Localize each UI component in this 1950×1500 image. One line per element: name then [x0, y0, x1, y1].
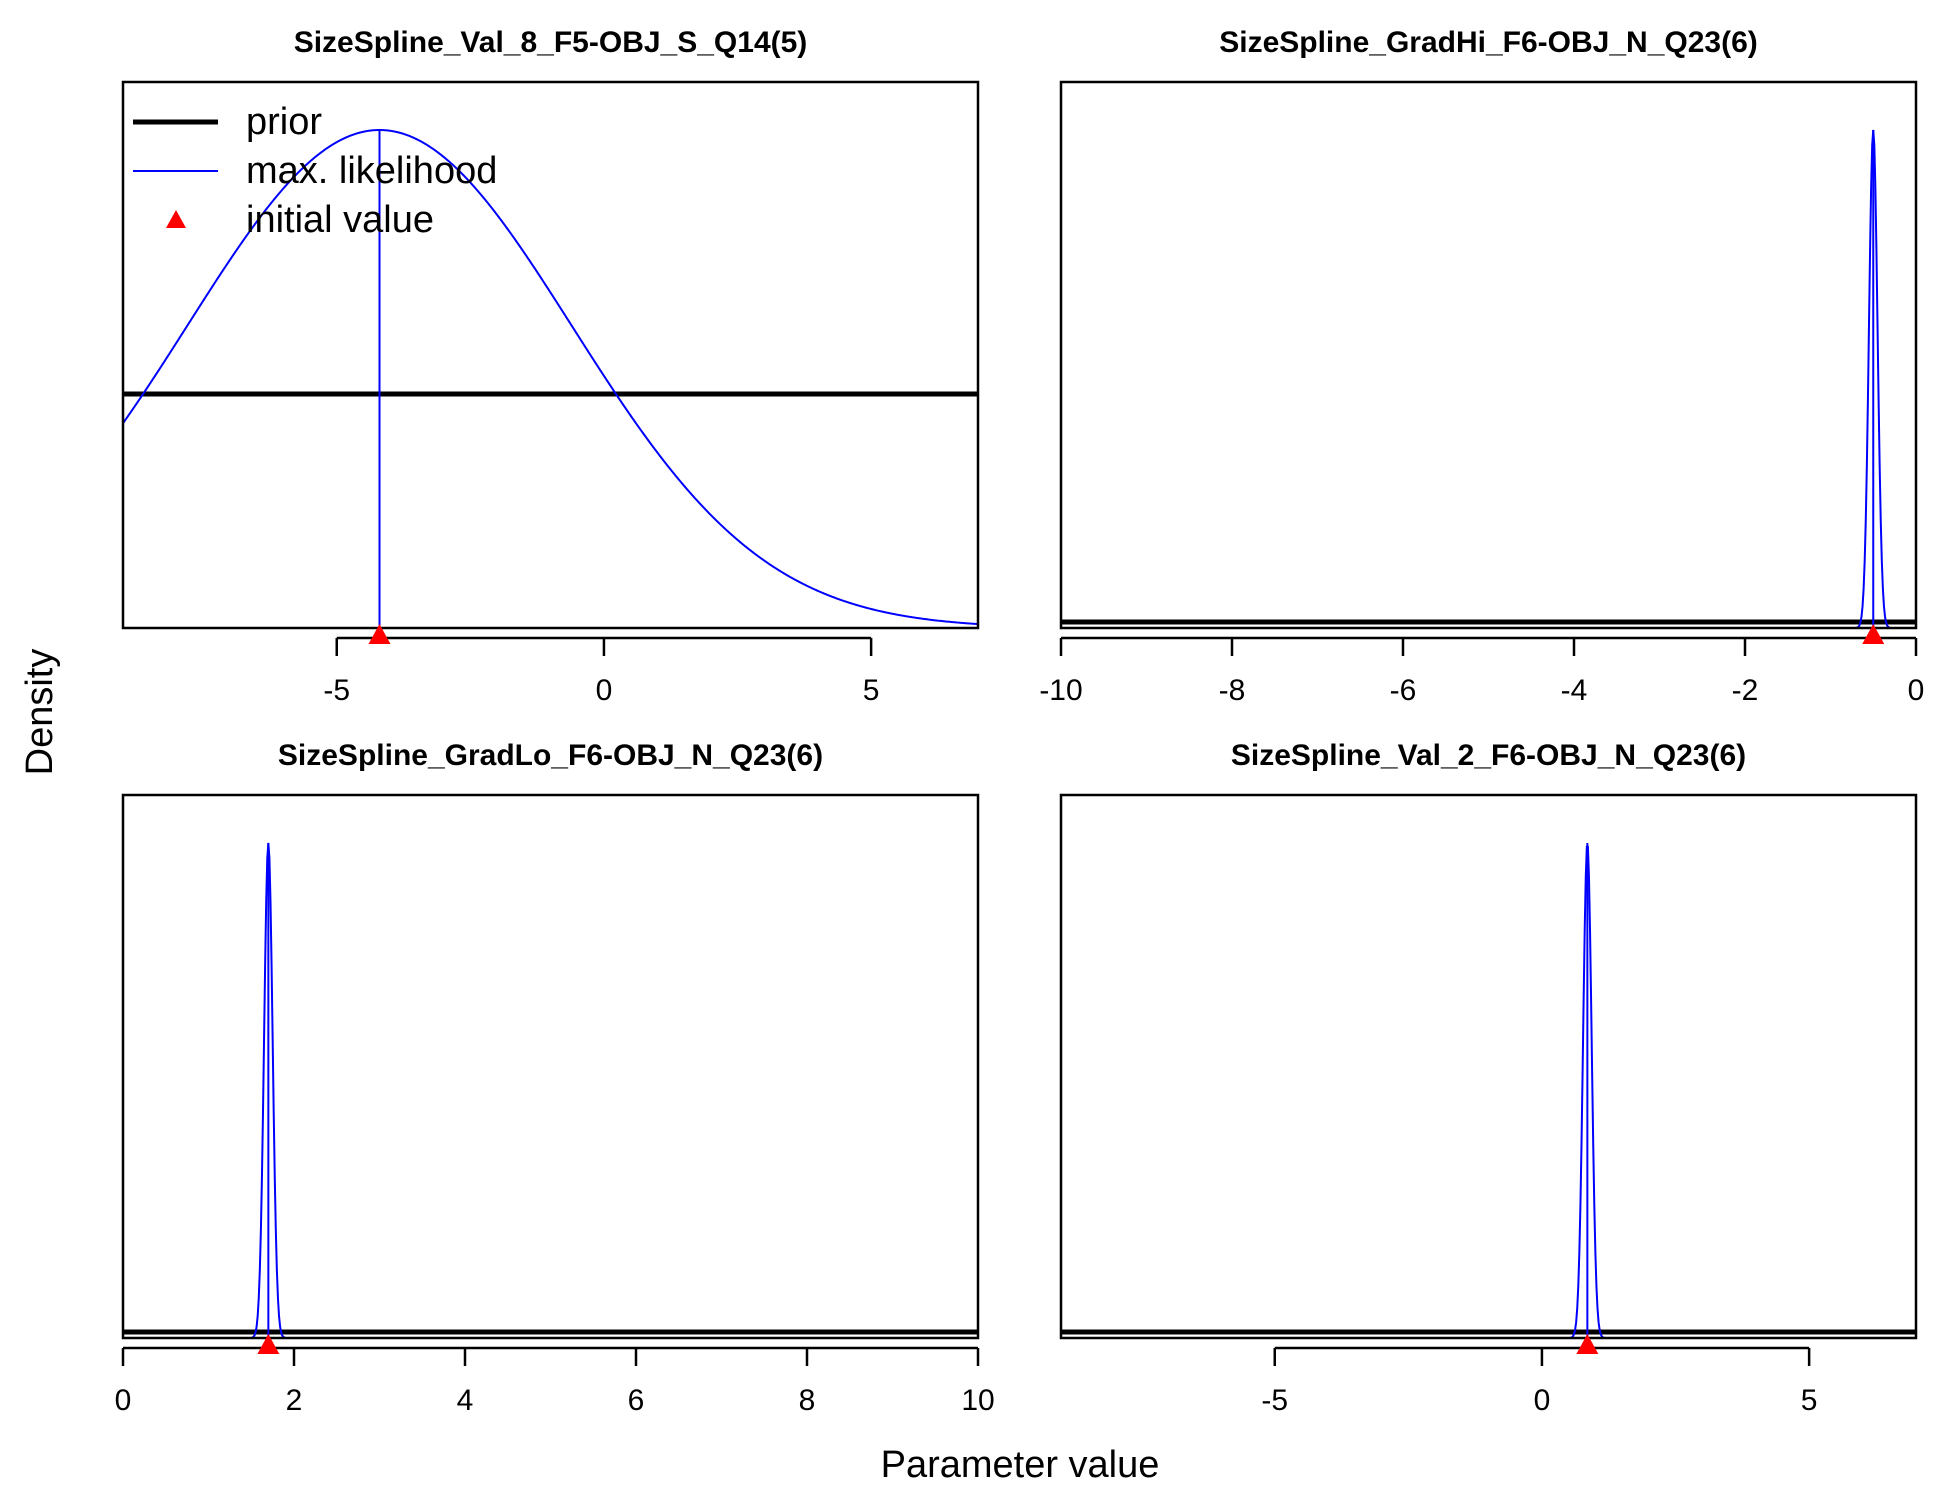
panels-group: SizeSpline_Val_8_F5-OBJ_S_Q14(5) -5 0 5 prio…: [115, 26, 1925, 1417]
plot-area: [1061, 129, 1916, 628]
legend-initial-swatch: [166, 210, 186, 228]
initial-value-marker: [368, 624, 391, 644]
x-tick-label: 4: [457, 1384, 474, 1417]
plot-area: [1061, 843, 1916, 1338]
panel-title: SizeSpline_Val_2_F6-OBJ_N_Q23(6): [1231, 739, 1746, 772]
x-tick-label: 6: [628, 1384, 645, 1417]
likelihood-curve: [1061, 129, 1916, 628]
x-tick-label: 0: [596, 674, 613, 707]
x-tick-label: 0: [1534, 1384, 1551, 1417]
x-tick-label: 5: [1801, 1384, 1818, 1417]
x-axis-label: Parameter value: [881, 1444, 1160, 1486]
plot-frame: [1059, 793, 1918, 1340]
panel-1: SizeSpline_Val_8_F5-OBJ_S_Q14(5) -5 0 5 prio…: [121, 26, 980, 707]
x-tick-label: -2: [1732, 674, 1759, 707]
plot-area: [123, 128, 978, 628]
initial-value-marker: [257, 1334, 280, 1354]
panel-title: SizeSpline_GradLo_F6-OBJ_N_Q23(6): [278, 739, 823, 772]
x-tick-label: 0: [115, 1384, 132, 1417]
plot-frame: [1059, 80, 1918, 630]
initial-value-marker: [1862, 624, 1885, 644]
likelihood-curve: [123, 842, 978, 1338]
plot-area: [123, 842, 978, 1338]
x-tick-label: 2: [286, 1384, 303, 1417]
x-tick-label: 8: [799, 1384, 816, 1417]
x-tick-label: -5: [1261, 1384, 1288, 1417]
panel-4: SizeSpline_Val_2_F6-OBJ_N_Q23(6) -5 0 5: [1059, 739, 1918, 1417]
panel-title: SizeSpline_Val_8_F5-OBJ_S_Q14(5): [294, 26, 808, 59]
panel-title: SizeSpline_GradHi_F6-OBJ_N_Q23(6): [1219, 26, 1758, 59]
x-tick-label: 5: [863, 674, 880, 707]
panel-3: SizeSpline_GradLo_F6-OBJ_N_Q23(6) 0 2 4 6 8 10: [115, 739, 995, 1417]
x-tick-label: -8: [1219, 674, 1246, 707]
plot-frame: [121, 80, 980, 630]
initial-value-marker: [1576, 1334, 1599, 1354]
legend: prior max. likelihood initial value: [133, 101, 497, 241]
legend-label: initial value: [246, 199, 434, 241]
x-tick-label: -4: [1561, 674, 1588, 707]
x-tick-label: -5: [323, 674, 350, 707]
x-tick-label: 0: [1908, 674, 1925, 707]
legend-label: max. likelihood: [246, 150, 497, 192]
x-tick-label: -10: [1039, 674, 1082, 707]
x-tick-label: -6: [1390, 674, 1417, 707]
plot-frame: [121, 793, 980, 1340]
likelihood-curve: [1061, 845, 1916, 1338]
likelihood-curve: [123, 128, 978, 626]
legend-label: prior: [246, 101, 322, 143]
x-tick-label: 10: [961, 1384, 994, 1417]
panel-2: SizeSpline_GradHi_F6-OBJ_N_Q23(6) -10 -8 -6…: [1039, 26, 1924, 707]
y-axis-label: Density: [19, 649, 61, 776]
